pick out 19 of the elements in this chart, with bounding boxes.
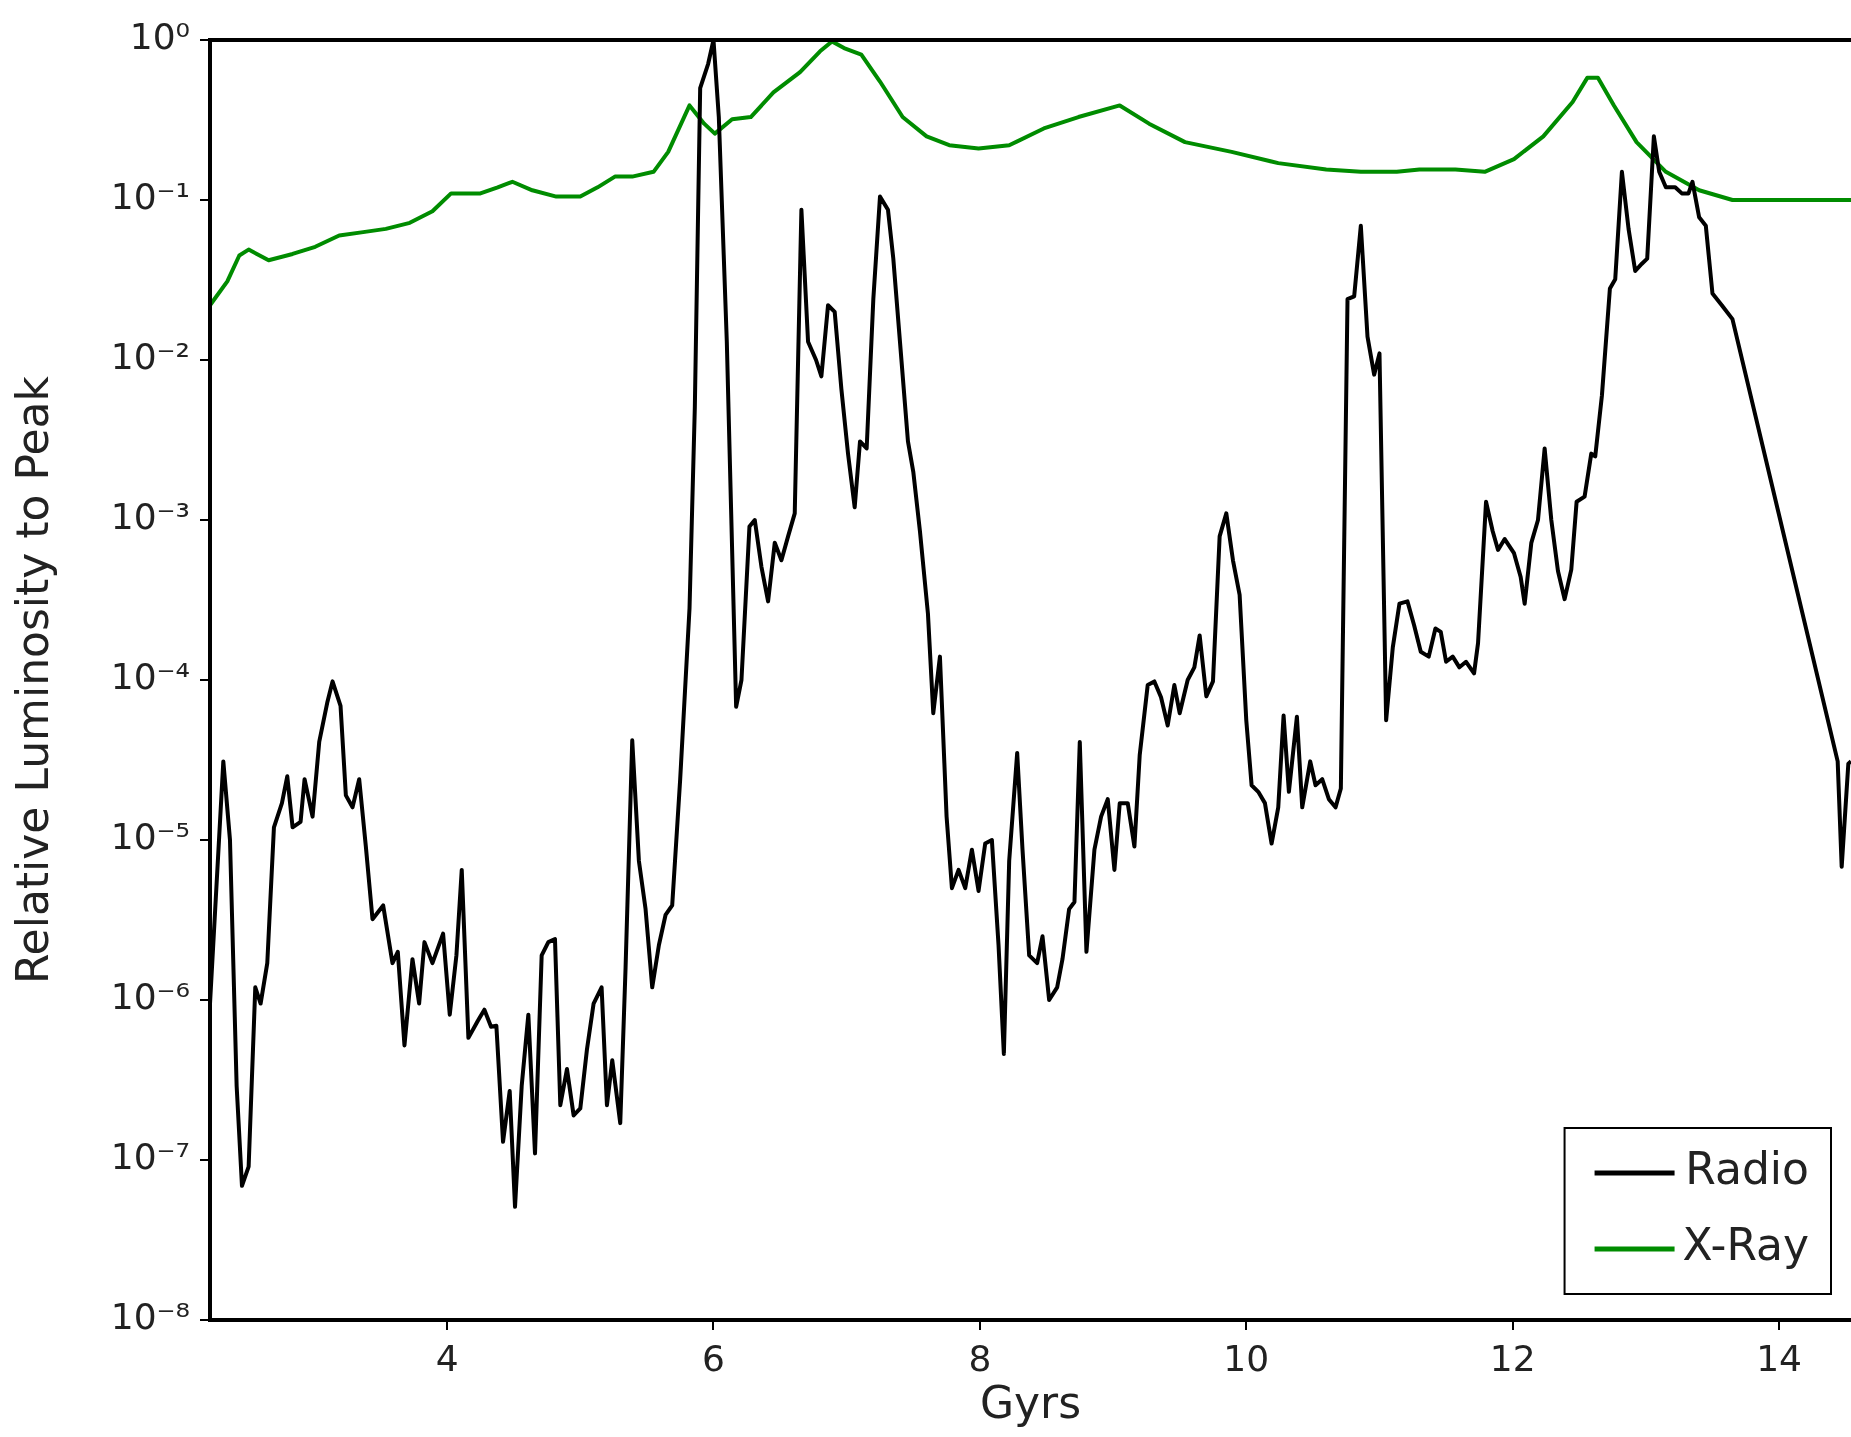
- y-axis-title: Relative Luminosity to Peak: [6, 375, 58, 985]
- y-tick-label: 10⁻²: [110, 336, 190, 378]
- legend-label: X-Ray: [1682, 1219, 1809, 1271]
- x-tick-label: 4: [435, 1337, 459, 1379]
- y-tick-label: 10⁻⁵: [110, 816, 190, 858]
- y-tick-label: 10⁻⁷: [110, 1136, 190, 1178]
- y-tick-label: 10⁻³: [110, 496, 190, 538]
- legend-label: Radio: [1685, 1143, 1809, 1195]
- x-tick-label: 14: [1756, 1337, 1802, 1379]
- x-tick-label: 8: [968, 1337, 992, 1379]
- x-tick-label: 6: [702, 1337, 725, 1379]
- x-tick-label: 10: [1223, 1337, 1270, 1379]
- x-axis-title: Gyrs: [979, 1377, 1082, 1429]
- x-tick-label: 12: [1489, 1337, 1536, 1379]
- y-tick-label: 10⁻⁶: [110, 976, 190, 1018]
- y-tick-label: 10⁻⁴: [110, 656, 190, 698]
- y-tick-label: 10⁻¹: [110, 176, 190, 218]
- y-tick-label: 10⁰: [129, 16, 190, 58]
- y-tick-label: 10⁻⁸: [110, 1296, 190, 1338]
